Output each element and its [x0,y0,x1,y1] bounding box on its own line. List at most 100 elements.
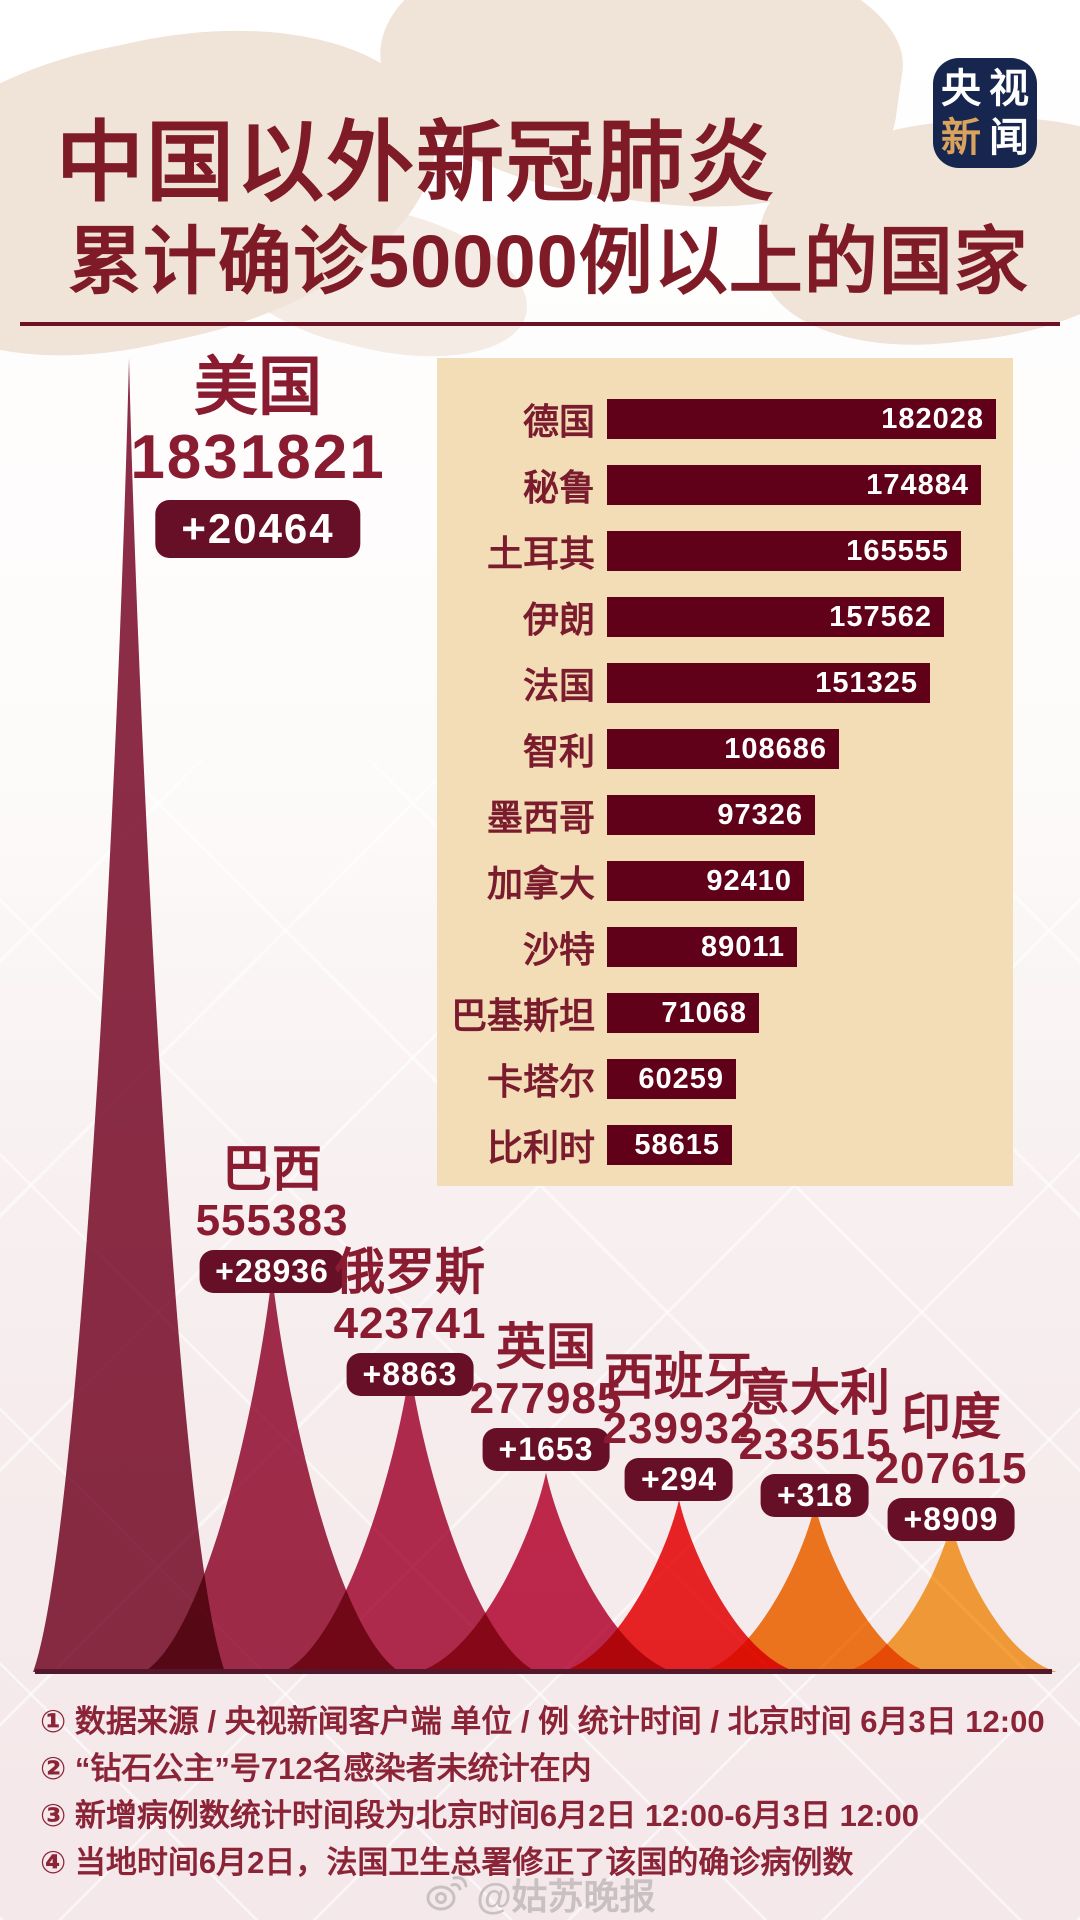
bar-track: 165555 [607,531,1013,571]
country-total: 207615 [874,1444,1028,1493]
bar-track: 71068 [607,993,1013,1033]
country-name: 巴西 [221,1141,322,1197]
logo-char: 闻 [989,115,1029,160]
bar-track: 60259 [607,1059,1013,1099]
peak-7 [845,1523,1057,1672]
peak-1 [33,358,225,1672]
bar-value: 71068 [661,996,747,1029]
bar-row: 伊朗 157562 [437,584,1013,650]
bar-row: 卡塔尔 60259 [437,1046,1013,1112]
bar: 89011 [607,927,797,967]
bar: 60259 [607,1059,736,1099]
bar-country-label: 巴基斯坦 [450,995,595,1036]
bar-track: 58615 [607,1125,1013,1165]
peak-label-usa: 美国 1831821 +20464 [130,352,385,558]
bar-track: 108686 [607,729,1013,769]
bar-country-label: 伊朗 [522,599,595,640]
bar-country-label: 秘鲁 [522,467,595,508]
footnote-line: ① 数据来源 / 央视新闻客户端 单位 / 例 统计时间 / 北京时间 6月3日… [40,1704,1045,1739]
bar: 58615 [607,1125,732,1165]
peak-label-2: 巴西 555383 +28936 [196,1142,349,1293]
daily-increase-badge: +8909 [887,1498,1015,1541]
logo-char: 央 [941,66,981,111]
country-name: 西班牙 [603,1349,754,1405]
bar-track: 157562 [607,597,1013,637]
footnote-line: ④ 当地时间6月2日，法国卫生总署修正了该国的确诊病例数 [40,1845,854,1880]
bar-value: 60259 [638,1062,724,1095]
daily-increase-badge: +294 [624,1458,734,1501]
daily-increase-badge: +28936 [199,1250,345,1293]
title-divider [20,322,1060,326]
daily-increase-badge: +20464 [155,500,361,558]
bar-country-label: 德国 [522,401,595,442]
watermark-handle: @姑苏晚报 [476,1876,656,1917]
bar-value: 97326 [717,798,803,831]
bar-country-label: 卡塔尔 [486,1061,595,1102]
peak-label-6: 意大利 233515 +318 [739,1366,892,1517]
bar-row: 秘鲁 174884 [437,452,1013,518]
peak-label-4: 英国 277985 +1653 [470,1320,623,1471]
bar-value: 157562 [829,600,932,633]
bar-track: 89011 [607,927,1013,967]
bar-track: 97326 [607,795,1013,835]
bar: 157562 [607,597,944,637]
bar-row: 法国 151325 [437,650,1013,716]
peak-5 [561,1499,797,1672]
country-name: 印度 [900,1389,1001,1445]
bar-country-label: 比利时 [486,1127,595,1168]
bar: 108686 [607,729,839,769]
daily-increase-badge: +318 [760,1474,870,1517]
peak-label-3: 俄罗斯 423741 +8863 [334,1245,487,1396]
bar-value: 58615 [634,1128,720,1161]
country-name: 意大利 [739,1365,890,1421]
watermark: @姑苏晚报 [0,1868,1080,1920]
bar-value: 92410 [706,864,792,897]
ranking-bar-panel: 德国 182028 秘鲁 174884 土耳其 165555 伊朗 [437,358,1013,1186]
peak-6 [701,1504,929,1672]
bar-row: 智利 108686 [437,716,1013,782]
footnote-line: ③ 新增病例数统计时间段为北京时间6月2日 12:00-6月3日 12:00 [40,1798,919,1833]
bar: 151325 [607,663,930,703]
bar-country-label: 法国 [522,665,595,706]
bar: 97326 [607,795,815,835]
bar: 174884 [607,465,981,505]
bar-value: 151325 [815,666,918,699]
logo-char: 新 [941,115,981,160]
peak-2 [144,1273,400,1672]
bar: 182028 [607,399,996,439]
bar-value: 165555 [846,534,949,567]
daily-increase-badge: +1653 [482,1428,610,1471]
cctv-news-logo: 央 视 新 闻 [933,58,1037,168]
country-name: 俄罗斯 [334,1244,485,1300]
bar-country-label: 土耳其 [486,533,595,574]
country-total: 1831821 [130,423,386,492]
bar-value: 174884 [866,468,969,501]
country-total: 555383 [195,1196,349,1245]
bar-track: 182028 [607,399,1013,439]
peak-label-5: 西班牙 239932 +294 [603,1350,756,1501]
bar: 71068 [607,993,759,1033]
country-name: 美国 [194,351,322,423]
country-name: 英国 [495,1319,596,1375]
country-total: 423741 [333,1299,487,1348]
poster-title-line2: 累计确诊50000例以上的国家 [68,220,1029,303]
bar: 165555 [607,531,961,571]
bar-country-label: 智利 [522,731,595,772]
peak-4 [418,1472,674,1672]
logo-char: 视 [989,66,1029,111]
bar-row: 土耳其 165555 [437,518,1013,584]
baseline [35,1669,1052,1674]
peak-label-7: 印度 207615 +8909 [875,1390,1028,1541]
bar-track: 174884 [607,465,1013,505]
daily-increase-badge: +8863 [346,1353,474,1396]
bar-row: 巴基斯坦 71068 [437,980,1013,1046]
country-total: 239932 [602,1404,756,1453]
bar-value: 89011 [700,930,785,963]
bar-value: 182028 [881,402,984,435]
bar-country-label: 加拿大 [486,863,595,904]
bar-value: 108686 [724,732,827,765]
weibo-icon [426,1876,468,1911]
peak-3 [283,1368,537,1672]
